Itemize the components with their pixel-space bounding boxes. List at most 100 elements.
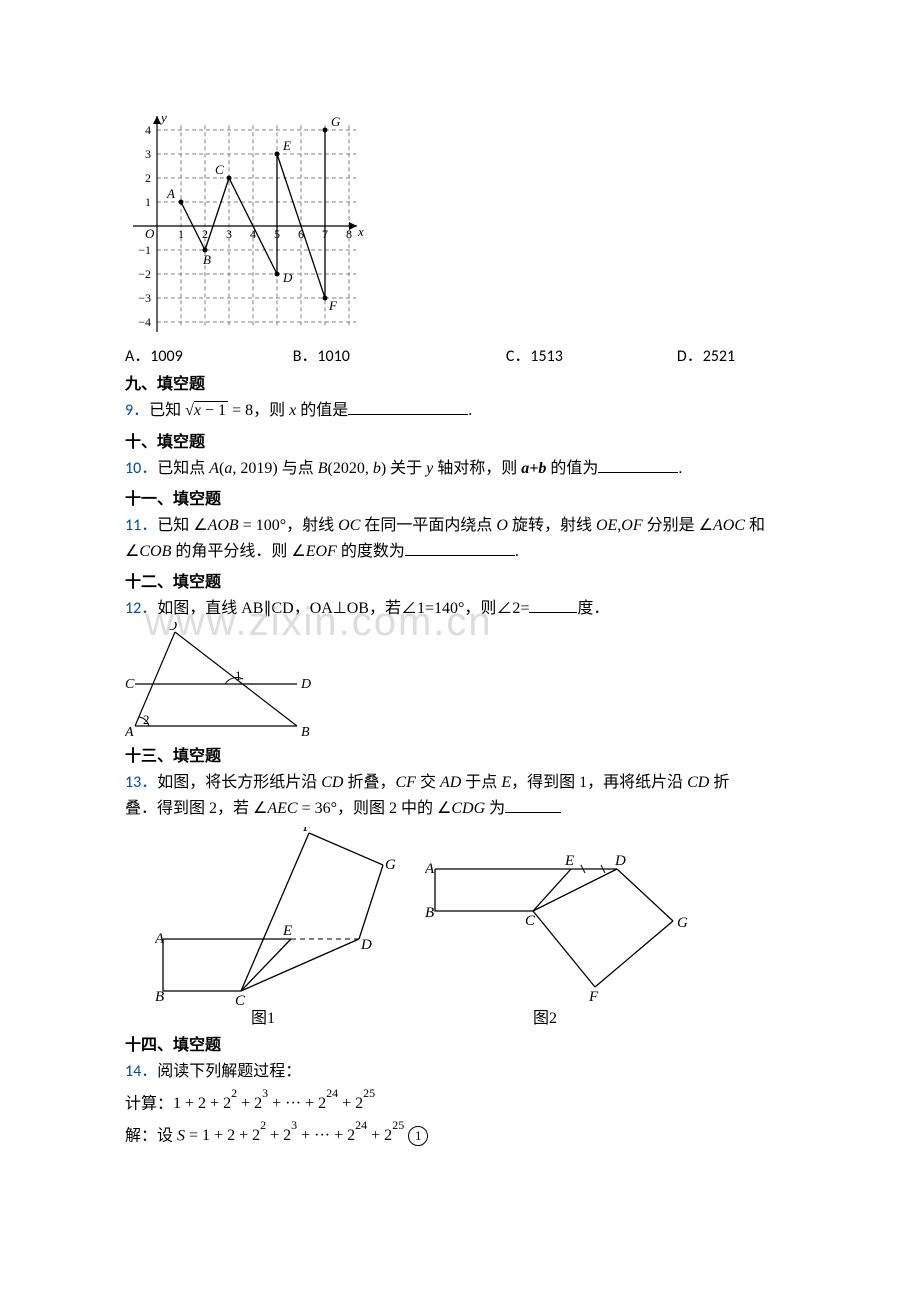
svg-text:D: D <box>282 270 293 285</box>
q10-mid1: 与点 <box>278 460 318 477</box>
q14-S: S <box>177 1127 185 1144</box>
svg-text:G: G <box>677 915 688 931</box>
q13-AD: AD <box>440 774 461 791</box>
svg-text:B: B <box>301 725 310 738</box>
q10-A: A <box>209 460 219 477</box>
q13-t7: 叠．得到图 2，若 <box>125 800 253 817</box>
q9-num: 9． <box>125 401 149 420</box>
svg-text:3: 3 <box>226 227 232 241</box>
section-12: 十二、填空题 <box>125 568 795 592</box>
q13-t1: 如图，将长方形纸片沿 <box>157 774 321 791</box>
section-10: 十、填空题 <box>125 428 795 452</box>
section-9: 九、填空题 <box>125 370 795 394</box>
q13-figures: A B C D E F G 图1 A B C D E F <box>155 827 795 1027</box>
choice-b: B．1010 <box>293 342 350 366</box>
q9-blank <box>348 414 468 415</box>
q14-expr2: = 1 + 2 + 22 + 23 + ··· + 224 + 225 <box>185 1127 404 1144</box>
svg-text:G: G <box>385 857 396 873</box>
q11-t2: ，射线 <box>286 517 338 534</box>
svg-text:A: A <box>166 186 175 201</box>
svg-text:y: y <box>159 110 167 125</box>
question-9: 9．已知 √x − 1 = 8，则 x 的值是. <box>125 398 795 424</box>
question-12: www.zixin.com.cn 12．如图，直线 AB∥CD，OA⊥OB，若∠… <box>125 596 795 622</box>
svg-text:C: C <box>125 677 135 692</box>
q13-t6: 折 <box>709 774 729 791</box>
zigzag-graph: 123456781234−1−2−3−4 O x y ABCDEFG <box>125 110 795 340</box>
svg-text:2: 2 <box>143 712 150 727</box>
svg-text:F: F <box>302 827 313 835</box>
choice-a: A．1009 <box>125 342 183 366</box>
q10-mid2: 关于 <box>386 460 426 477</box>
svg-text:1: 1 <box>235 668 242 683</box>
q9-mid: 的值是 <box>296 402 348 419</box>
q13-CDG: ∠CDG <box>437 800 485 817</box>
q13-fig2-svg: A B C D E F G 图2 <box>425 827 695 1027</box>
q11-t1: 已知 <box>157 517 193 534</box>
svg-text:D: D <box>360 937 372 953</box>
q11-O: O <box>496 517 508 534</box>
q13-t9: 为 <box>485 800 505 817</box>
svg-text:8: 8 <box>346 227 352 241</box>
svg-text:4: 4 <box>145 123 151 137</box>
svg-text:E: E <box>564 853 574 869</box>
q10-prefix: 已知点 <box>157 460 209 477</box>
svg-text:O: O <box>167 622 177 634</box>
q12-svg: O C D A B 1 2 <box>125 622 325 738</box>
q9-period: . <box>468 402 472 419</box>
svg-text:1: 1 <box>145 195 151 209</box>
q11-aob: ∠AOB = 100° <box>193 517 286 534</box>
choice-b-num: 1010 <box>317 347 349 366</box>
q10-num: 10． <box>125 459 157 478</box>
svg-text:E: E <box>282 923 292 939</box>
q11-period: . <box>515 543 519 560</box>
q11-t4: 旋转，射线 <box>508 517 596 534</box>
svg-text:1: 1 <box>178 227 184 241</box>
q13-CD2: CD <box>687 774 709 791</box>
q11-OC: OC <box>338 517 360 534</box>
q11-blank <box>405 555 515 556</box>
svg-text:C: C <box>235 993 246 1009</box>
answer-choices: A．1009 B．1010 C．1513 D．2521 <box>125 342 795 366</box>
svg-text:A: A <box>155 931 165 947</box>
q14-expr1: 1 + 2 + 22 + 23 + ··· + 224 + 225 <box>173 1095 375 1112</box>
q13-t4: 于点 <box>461 774 501 791</box>
q10-tail: 的值为 <box>546 460 598 477</box>
q11-t6: 和 <box>745 517 765 534</box>
q10-mid3: 轴对称，则 <box>433 460 521 477</box>
choice-a-num: 1009 <box>150 347 182 366</box>
q11-EOF: ∠EOF <box>291 543 336 560</box>
q13-AEC: ∠AEC = 36° <box>253 800 337 817</box>
q12-t1: 如图，直线 AB∥CD，OA⊥OB，若∠1=140°，则∠2= <box>157 600 529 617</box>
q13-num: 13． <box>125 773 157 792</box>
svg-text:B: B <box>203 252 211 267</box>
q13-CF: CF <box>396 774 416 791</box>
q14-circ1: 1 <box>408 1126 428 1146</box>
q13-t2: 折叠， <box>343 774 395 791</box>
svg-text:2: 2 <box>202 227 208 241</box>
q10-argsA: (a, 2019) <box>219 460 278 477</box>
choice-d-num: 2521 <box>703 347 735 366</box>
q11-t5: 分别是 <box>643 517 699 534</box>
svg-text:D: D <box>614 853 626 869</box>
q11-t8: 的度数为 <box>337 543 405 560</box>
svg-text:A: A <box>125 725 134 738</box>
q10-period: . <box>678 460 682 477</box>
q9-sqrt: √x − 1 <box>185 398 228 424</box>
svg-text:C: C <box>215 162 224 177</box>
svg-text:3: 3 <box>145 147 151 161</box>
q13-t5: ，得到图 1，再将纸片沿 <box>511 774 687 791</box>
choice-c-num: 1513 <box>530 347 562 366</box>
q9-eq: = 8，则 <box>228 402 289 419</box>
q13-blank <box>505 812 561 813</box>
svg-text:C: C <box>525 913 536 929</box>
q12-tail: 度． <box>577 600 609 617</box>
section-14: 十四、填空题 <box>125 1031 795 1055</box>
question-13: 13．如图，将长方形纸片沿 CD 折叠，CF 交 AD 于点 E，得到图 1，再… <box>125 770 795 821</box>
q13-t3: 交 <box>416 774 440 791</box>
svg-text:B: B <box>425 905 434 921</box>
q14-num: 14． <box>125 1062 157 1081</box>
svg-text:−2: −2 <box>138 267 151 281</box>
section-13: 十三、填空题 <box>125 742 795 766</box>
choice-d: D．2521 <box>677 342 735 366</box>
q11-t3: 在同一平面内绕点 <box>360 517 496 534</box>
